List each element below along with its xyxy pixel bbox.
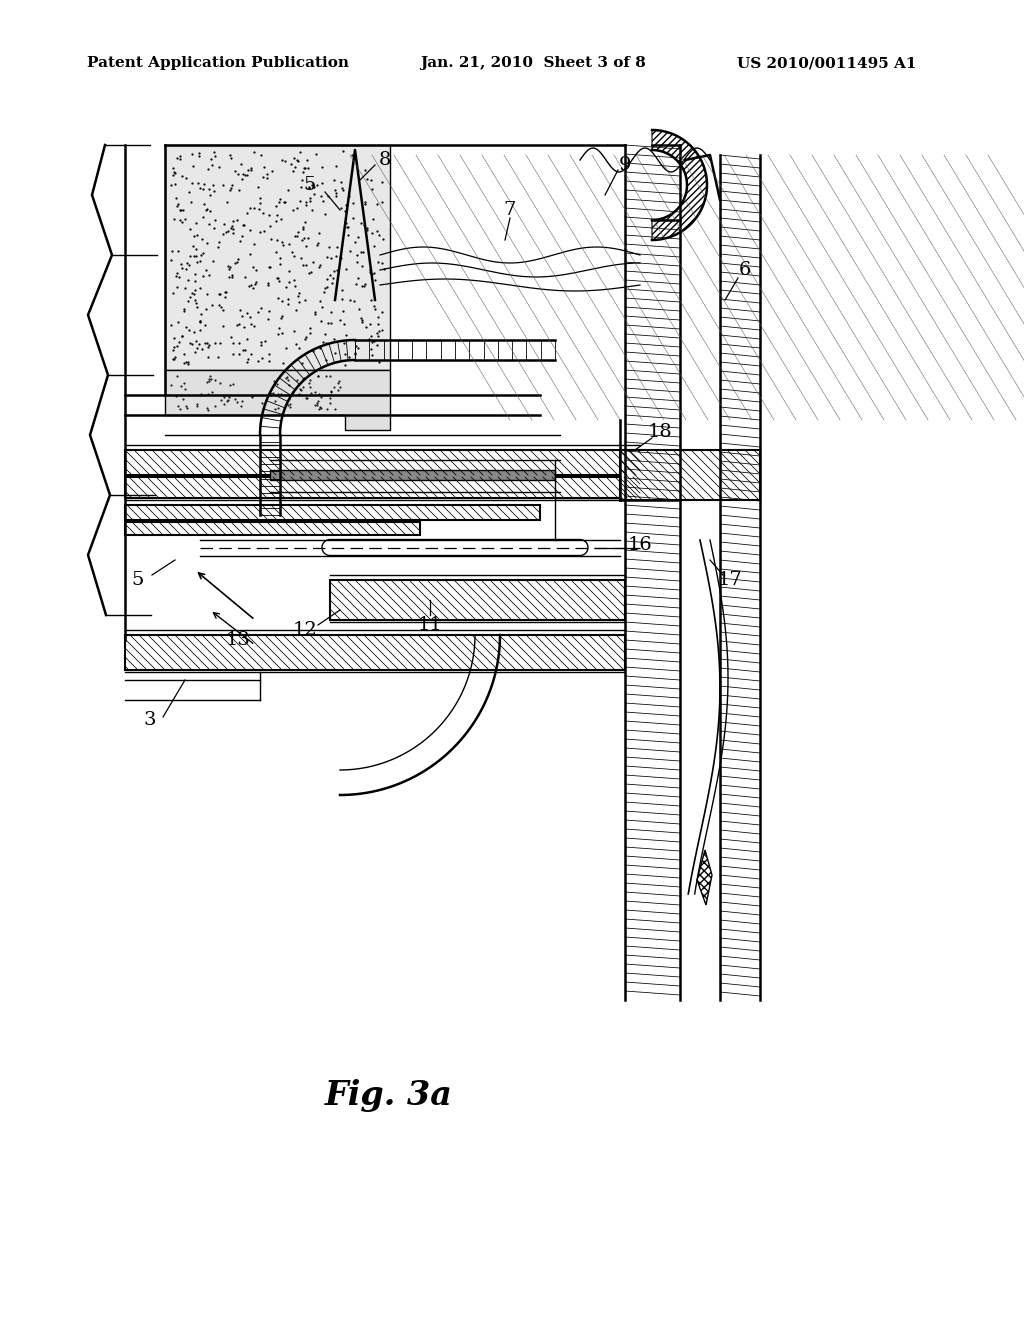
Polygon shape xyxy=(125,506,540,520)
Polygon shape xyxy=(620,450,760,500)
Polygon shape xyxy=(330,579,625,620)
Polygon shape xyxy=(165,145,390,370)
Polygon shape xyxy=(270,470,555,480)
Text: 12: 12 xyxy=(293,620,317,639)
Text: 8: 8 xyxy=(379,150,391,169)
Text: Jan. 21, 2010  Sheet 3 of 8: Jan. 21, 2010 Sheet 3 of 8 xyxy=(420,57,646,70)
Polygon shape xyxy=(125,477,640,498)
Text: 11: 11 xyxy=(418,616,442,634)
Text: 6: 6 xyxy=(738,261,752,279)
Polygon shape xyxy=(165,370,390,430)
Text: 13: 13 xyxy=(225,631,251,649)
Text: Patent Application Publication: Patent Application Publication xyxy=(87,57,349,70)
Polygon shape xyxy=(125,521,420,535)
Text: 16: 16 xyxy=(628,536,652,554)
Text: 17: 17 xyxy=(718,572,742,589)
Polygon shape xyxy=(322,540,588,556)
Text: 5: 5 xyxy=(132,572,144,589)
Text: 7: 7 xyxy=(504,201,516,219)
Polygon shape xyxy=(125,635,625,671)
Text: 5: 5 xyxy=(304,176,316,194)
Polygon shape xyxy=(652,129,707,240)
Text: Fig. 3a: Fig. 3a xyxy=(326,1080,453,1111)
Polygon shape xyxy=(125,450,640,475)
Polygon shape xyxy=(697,850,712,906)
Text: 18: 18 xyxy=(647,422,673,441)
Text: 9: 9 xyxy=(618,156,631,174)
Text: US 2010/0011495 A1: US 2010/0011495 A1 xyxy=(737,57,916,70)
Text: 3: 3 xyxy=(143,711,157,729)
